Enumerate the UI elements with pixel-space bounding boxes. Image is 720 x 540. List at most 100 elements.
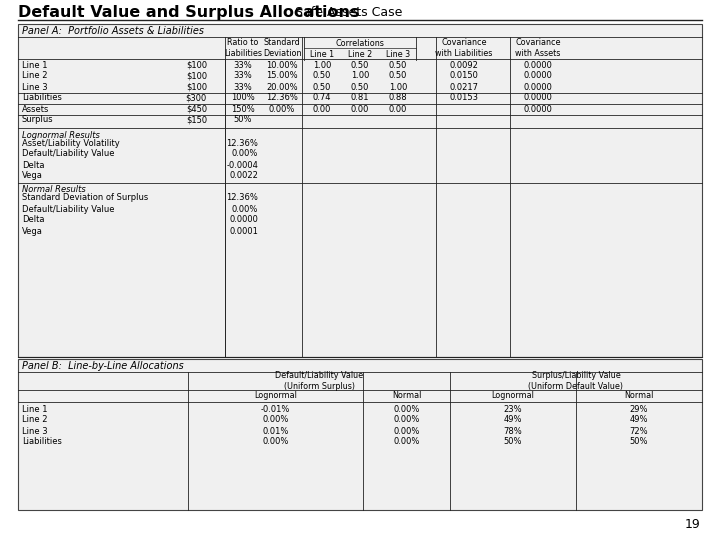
Text: 0.0000: 0.0000 (523, 60, 552, 70)
Text: 49%: 49% (630, 415, 648, 424)
Text: 0.0217: 0.0217 (449, 83, 479, 91)
Text: Line 3: Line 3 (22, 427, 48, 435)
Text: 50%: 50% (630, 437, 648, 447)
Text: Liabilities: Liabilities (22, 437, 62, 447)
Text: 0.0092: 0.0092 (449, 60, 478, 70)
Text: Line 3: Line 3 (22, 83, 48, 91)
Text: Safe Assets Case: Safe Assets Case (295, 5, 402, 18)
Text: $450: $450 (186, 105, 207, 113)
Text: Default/Liability Value: Default/Liability Value (22, 205, 114, 213)
Text: $150: $150 (186, 116, 207, 125)
Text: 10.00%: 10.00% (266, 60, 298, 70)
Text: 0.0000: 0.0000 (523, 71, 552, 80)
Text: Asset/Liability Volatility: Asset/Liability Volatility (22, 138, 120, 147)
Text: 33%: 33% (233, 60, 253, 70)
Text: Covariance
with Liabilities: Covariance with Liabilities (436, 38, 492, 58)
Text: 0.0022: 0.0022 (229, 172, 258, 180)
Text: 0.81: 0.81 (351, 93, 369, 103)
Text: 33%: 33% (233, 83, 253, 91)
Text: 12.36%: 12.36% (226, 193, 258, 202)
Text: Lognormal Results: Lognormal Results (22, 131, 100, 139)
Text: Default Value and Surplus Allocations: Default Value and Surplus Allocations (18, 4, 359, 19)
Text: Vega: Vega (22, 226, 43, 235)
Text: 0.0000: 0.0000 (229, 215, 258, 225)
Text: 1.00: 1.00 (351, 71, 369, 80)
Text: 12.36%: 12.36% (266, 93, 298, 103)
Bar (18, 24, 702, 357)
Text: 20.00%: 20.00% (266, 83, 298, 91)
Text: 0.00%: 0.00% (232, 150, 258, 159)
Text: 0.50: 0.50 (389, 71, 408, 80)
Text: 0.00%: 0.00% (393, 437, 420, 447)
Text: 0.0000: 0.0000 (523, 105, 552, 113)
Text: 0.00: 0.00 (312, 105, 331, 113)
Text: 0.0000: 0.0000 (523, 83, 552, 91)
Text: Normal: Normal (624, 392, 654, 401)
Text: Line 1: Line 1 (22, 60, 48, 70)
Text: Normal Results: Normal Results (22, 186, 86, 194)
Text: 0.0150: 0.0150 (449, 71, 478, 80)
Text: Liabilities: Liabilities (22, 93, 62, 103)
Text: $100: $100 (186, 60, 207, 70)
Text: Lognormal: Lognormal (492, 392, 534, 401)
Text: 1.00: 1.00 (312, 60, 331, 70)
Text: Line 2: Line 2 (22, 71, 48, 80)
Text: Line 3: Line 3 (386, 50, 410, 59)
Text: 23%: 23% (504, 404, 522, 414)
Text: Ratio to
Liabilities: Ratio to Liabilities (224, 38, 262, 58)
Text: 0.0001: 0.0001 (229, 226, 258, 235)
Text: 12.36%: 12.36% (226, 138, 258, 147)
Text: 0.00%: 0.00% (393, 427, 420, 435)
Text: Default/Liability Value: Default/Liability Value (22, 150, 114, 159)
Text: $300: $300 (186, 93, 207, 103)
Bar (18, 359, 702, 510)
Text: 50%: 50% (504, 437, 522, 447)
Text: Lognormal: Lognormal (254, 392, 297, 401)
Text: 150%: 150% (231, 105, 255, 113)
Text: 0.74: 0.74 (312, 93, 331, 103)
Text: 1.00: 1.00 (389, 83, 408, 91)
Text: Normal: Normal (392, 392, 421, 401)
Text: 78%: 78% (503, 427, 523, 435)
Text: 33%: 33% (233, 71, 253, 80)
Text: Line 2: Line 2 (348, 50, 372, 59)
Text: 49%: 49% (504, 415, 522, 424)
Text: 50%: 50% (234, 116, 252, 125)
Text: 0.0000: 0.0000 (523, 93, 552, 103)
Text: 0.50: 0.50 (312, 71, 331, 80)
Text: 0.00%: 0.00% (262, 437, 289, 447)
Text: 0.88: 0.88 (389, 93, 408, 103)
Text: Surplus: Surplus (22, 116, 53, 125)
Text: 0.50: 0.50 (312, 83, 331, 91)
Text: Assets: Assets (22, 105, 50, 113)
Text: Line 2: Line 2 (22, 415, 48, 424)
Text: -0.01%: -0.01% (261, 404, 290, 414)
Text: 72%: 72% (630, 427, 648, 435)
Text: Standard Deviation of Surplus: Standard Deviation of Surplus (22, 193, 148, 202)
Text: Delta: Delta (22, 215, 45, 225)
Text: Correlations: Correlations (336, 39, 384, 48)
Text: 0.00%: 0.00% (393, 404, 420, 414)
Text: 0.50: 0.50 (351, 60, 369, 70)
Text: 0.00: 0.00 (389, 105, 408, 113)
Text: 0.50: 0.50 (389, 60, 408, 70)
Text: 0.00: 0.00 (351, 105, 369, 113)
Text: 0.0153: 0.0153 (449, 93, 479, 103)
Text: 0.50: 0.50 (351, 83, 369, 91)
Text: 0.00%: 0.00% (393, 415, 420, 424)
Text: 0.00%: 0.00% (262, 415, 289, 424)
Text: Panel A:  Portfolio Assets & Liabilities: Panel A: Portfolio Assets & Liabilities (22, 26, 204, 36)
Text: Surplus/Liability Value
(Uniform Default Value): Surplus/Liability Value (Uniform Default… (528, 372, 624, 391)
Text: 0.00%: 0.00% (269, 105, 295, 113)
Text: Standard
Deviation: Standard Deviation (263, 38, 301, 58)
Text: $100: $100 (186, 83, 207, 91)
Text: 0.01%: 0.01% (262, 427, 289, 435)
Text: 15.00%: 15.00% (266, 71, 298, 80)
Text: 19: 19 (684, 518, 700, 531)
Text: Line 1: Line 1 (310, 50, 334, 59)
Text: Covariance
with Assets: Covariance with Assets (516, 38, 561, 58)
Text: 100%: 100% (231, 93, 255, 103)
Text: 29%: 29% (630, 404, 648, 414)
Text: 0.00%: 0.00% (232, 205, 258, 213)
Text: Panel B:  Line-by-Line Allocations: Panel B: Line-by-Line Allocations (22, 361, 184, 371)
